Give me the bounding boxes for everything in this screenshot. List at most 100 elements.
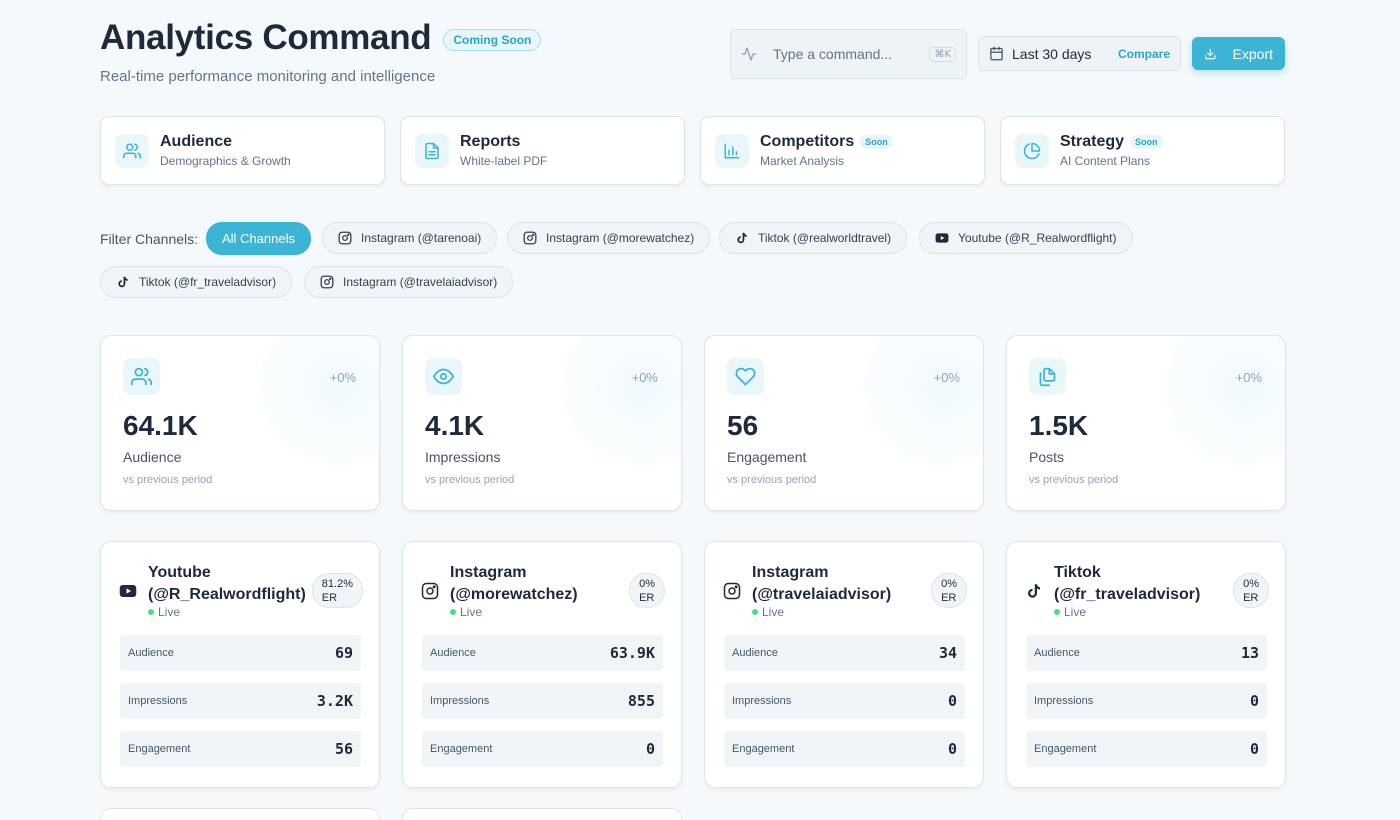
metric-label: Audience (1034, 647, 1080, 659)
er-value: 81.2% (321, 578, 353, 590)
channel-card[interactable] (100, 808, 380, 820)
er-badge: 0% ER (629, 573, 665, 608)
er-value: 0% (1243, 578, 1259, 590)
metric-row: Impressions 855 (422, 683, 663, 719)
metric-value: 34 (938, 644, 957, 662)
nav-card-audience[interactable]: Audience Demographics & Growth (100, 116, 385, 185)
live-dot (450, 609, 456, 615)
metric-label: Engagement (732, 743, 795, 755)
channel-card[interactable] (402, 808, 682, 820)
page-header: Analytics Command Coming Soon Real-time … (100, 0, 1285, 110)
filter-chip[interactable]: Youtube (@R_Realwordflight) (919, 222, 1133, 254)
nav-card-strategy[interactable]: Strategy Soon AI Content Plans (1000, 116, 1285, 185)
page-title: Analytics Command (100, 18, 432, 57)
channel-card[interactable]: Instagram (@morewatchez) Live 0% ER Audie… (402, 541, 682, 788)
stat-label: Audience (123, 449, 182, 465)
stat-change: +0% (1235, 370, 1262, 385)
stat-label: Impressions (425, 449, 501, 465)
metric-row: Engagement 0 (422, 731, 663, 767)
metric-value: 56 (334, 740, 353, 758)
metric-value: 69 (334, 644, 353, 662)
instagram-icon (338, 231, 352, 245)
metric-rows: Audience 63.9K Impressions 855 Engagement 0 (422, 635, 663, 779)
channel-card[interactable]: Instagram (@travelaiadvisor) Live 0% ER A… (704, 541, 984, 788)
channel-status: Live (1054, 605, 1086, 619)
date-range-picker[interactable]: Last 30 days Compare (978, 36, 1181, 71)
users-icon (123, 358, 160, 395)
metric-row: Impressions 0 (724, 683, 965, 719)
filter-chip[interactable]: Instagram (@travelaiadvisor) (304, 266, 514, 298)
coming-soon-badge: Coming Soon (443, 29, 542, 51)
soon-badge: Soon (860, 135, 893, 149)
command-shortcut: ⌘K (929, 46, 956, 62)
er-label: ER (941, 592, 957, 604)
nav-title: Competitors (760, 133, 855, 150)
stat-card-impressions: +0% 4.1K Impressions vs previous period (402, 335, 682, 511)
stat-note: vs previous period (123, 474, 213, 486)
filter-chip[interactable]: Instagram (@tarenoai) (322, 222, 498, 254)
filter-label: Filter Channels: (100, 231, 199, 247)
users-icon (115, 133, 149, 168)
er-label: ER (321, 592, 338, 604)
date-range-value: Last 30 days (1012, 45, 1092, 62)
metric-rows: Audience 69 Impressions 3.2K Engagement 56 (120, 635, 361, 779)
metric-value: 3.2K (316, 692, 353, 710)
stat-value: 64.1K (123, 410, 198, 441)
stat-value: 1.5K (1029, 410, 1089, 441)
er-label: ER (1243, 592, 1259, 604)
stat-change: +0% (631, 370, 658, 385)
download-icon (1205, 48, 1216, 59)
compare-button[interactable]: Compare (1117, 46, 1170, 61)
metric-label: Impressions (732, 695, 792, 707)
filter-chip[interactable]: Instagram (@morewatchez) (507, 222, 711, 254)
filter-chip[interactable]: Tiktok (@fr_traveladvisor) (100, 266, 293, 298)
metric-value: 0 (947, 692, 957, 710)
command-input[interactable]: Type a command... ⌘K (730, 29, 967, 79)
channel-card[interactable]: Youtube (@R_Realwordflight) Live 81.2% ER… (100, 541, 380, 788)
metric-value: 63.9K (609, 644, 655, 662)
instagram-icon (723, 582, 741, 600)
channel-cards: Youtube (@R_Realwordflight) Live 81.2% ER… (100, 541, 1286, 788)
instagram-icon (421, 582, 439, 600)
export-button[interactable]: Export (1192, 37, 1285, 70)
stat-note: vs previous period (1029, 474, 1119, 486)
filter-chip[interactable]: Tiktok (@realworldtravel) (719, 222, 908, 254)
metric-rows: Audience 34 Impressions 0 Engagement 0 (724, 635, 965, 779)
eye-icon (425, 358, 462, 395)
metric-value: 13 (1240, 644, 1259, 662)
metric-value: 855 (627, 692, 655, 710)
tiktok-icon (737, 232, 747, 244)
nav-card-competitors[interactable]: Competitors Soon Market Analysis (700, 116, 985, 185)
instagram-icon (320, 275, 334, 289)
page-subtitle: Real-time performance monitoring and int… (100, 68, 436, 85)
stat-cards: +0% 64.1K Audience vs previous period +0… (100, 335, 1286, 511)
chip-label: All Channels (222, 231, 295, 246)
er-value: 0% (941, 578, 957, 590)
nav-subtitle: AI Content Plans (1060, 154, 1151, 168)
metric-row: Engagement 0 (1026, 731, 1267, 767)
metric-row: Audience 63.9K (422, 635, 663, 671)
metric-label: Audience (128, 647, 174, 659)
export-label: Export (1232, 45, 1273, 62)
channel-status: Live (148, 605, 180, 619)
stat-card-audience: +0% 64.1K Audience vs previous period (100, 335, 380, 511)
channel-name: Tiktok (@fr_traveladvisor) (1054, 564, 1201, 603)
metric-value: 0 (947, 740, 957, 758)
metric-rows: Audience 13 Impressions 0 Engagement 0 (1026, 635, 1267, 779)
nav-card-reports[interactable]: Reports White-label PDF (400, 116, 685, 185)
metric-row: Engagement 0 (724, 731, 965, 767)
nav-subtitle: Demographics & Growth (160, 154, 291, 168)
more-channel-cards (100, 808, 682, 820)
channel-card[interactable]: Tiktok (@fr_traveladvisor) Live 0% ER Aud… (1006, 541, 1286, 788)
heart-icon (727, 358, 764, 395)
chip-label: Instagram (@tarenoai) (361, 231, 482, 245)
tiktok-icon (118, 276, 128, 288)
status-label: Live (1064, 605, 1087, 619)
metric-row: Impressions 0 (1026, 683, 1267, 719)
filter-chip-all[interactable]: All Channels (206, 222, 311, 255)
status-label: Live (762, 605, 785, 619)
instagram-icon (523, 231, 537, 245)
stat-change: +0% (933, 370, 960, 385)
nav-subtitle: White-label PDF (460, 154, 548, 168)
stat-label: Posts (1029, 449, 1065, 465)
